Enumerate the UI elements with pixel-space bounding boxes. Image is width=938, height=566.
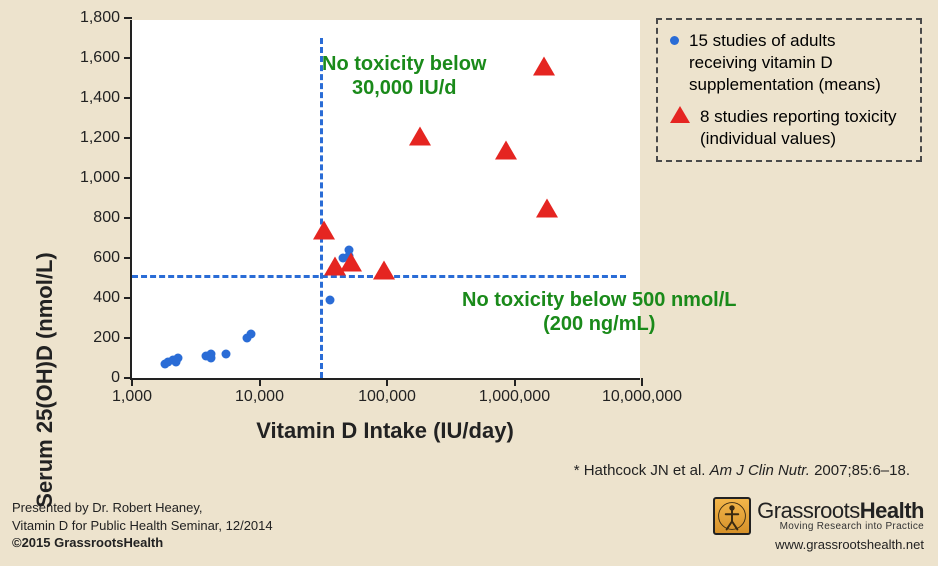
copyright: ©2015 GrassrootsHealth xyxy=(12,534,273,552)
y-tick-label: 1,600 xyxy=(80,49,132,67)
triangle-marker-icon xyxy=(670,106,690,123)
point-toxicity_individual xyxy=(409,127,431,146)
brand-tagline: Moving Research into Practice xyxy=(757,522,924,532)
y-tick-label: 1,800 xyxy=(80,9,132,27)
legend-entry: 8 studies reporting toxicity (individual… xyxy=(670,106,908,150)
scatter-chart: 02004006008001,0001,2001,4001,6001,8001,… xyxy=(130,20,640,380)
point-toxicity_individual xyxy=(313,221,335,240)
y-tick-label: 1,000 xyxy=(80,169,132,187)
circle-marker-icon xyxy=(670,36,679,45)
point-supplementation_means xyxy=(207,350,216,359)
point-toxicity_individual xyxy=(495,141,517,160)
legend-entry: 15 studies of adults receiving vitamin D… xyxy=(670,30,908,96)
brand-logo-icon xyxy=(713,497,751,535)
point-toxicity_individual xyxy=(373,261,395,280)
point-toxicity_individual xyxy=(536,199,558,218)
legend-label: 15 studies of adults receiving vitamin D… xyxy=(689,30,908,96)
citation-suffix: 2007;85:6–18. xyxy=(810,462,910,479)
x-tick-label: 10,000,000 xyxy=(602,378,682,406)
footer-credits: Presented by Dr. Robert Heaney, Vitamin … xyxy=(12,499,273,552)
y-tick-label: 1,200 xyxy=(80,129,132,147)
annotation-right: No toxicity below 500 nmol/L(200 ng/mL) xyxy=(462,288,737,336)
point-supplementation_means xyxy=(222,350,231,359)
presented-line2: Vitamin D for Public Health Seminar, 12/… xyxy=(12,517,273,535)
citation-prefix: * Hathcock JN et al. xyxy=(574,462,710,479)
y-tick-label: 200 xyxy=(93,329,132,347)
y-tick-label: 1,400 xyxy=(80,89,132,107)
y-tick-label: 600 xyxy=(93,249,132,267)
brand-name: GrassrootsHealth xyxy=(757,500,924,522)
citation-journal: Am J Clin Nutr. xyxy=(710,462,810,479)
chart-legend: 15 studies of adults receiving vitamin D… xyxy=(656,18,922,162)
x-tick-label: 1,000,000 xyxy=(479,378,550,406)
legend-label: 8 studies reporting toxicity (individual… xyxy=(700,106,908,150)
point-supplementation_means xyxy=(246,330,255,339)
x-tick-label: 100,000 xyxy=(358,378,416,406)
y-axis-title: Serum 25(OH)D (nmol/L) xyxy=(32,252,58,507)
footer-brand: GrassrootsHealth Moving Research into Pr… xyxy=(713,497,924,552)
point-supplementation_means xyxy=(326,296,335,305)
point-toxicity_individual xyxy=(533,57,555,76)
point-toxicity_individual xyxy=(340,253,362,272)
presented-line1: Presented by Dr. Robert Heaney, xyxy=(12,499,273,517)
y-tick-label: 400 xyxy=(93,289,132,307)
source-citation: * Hathcock JN et al. Am J Clin Nutr. 200… xyxy=(574,462,910,479)
x-tick-label: 10,000 xyxy=(235,378,284,406)
x-tick-label: 1,000 xyxy=(112,378,152,406)
annotation-top: No toxicity below30,000 IU/d xyxy=(322,52,486,100)
brand-url: www.grassrootshealth.net xyxy=(713,537,924,552)
point-supplementation_means xyxy=(174,354,183,363)
y-tick-label: 800 xyxy=(93,209,132,227)
x-axis-title: Vitamin D Intake (IU/day) xyxy=(256,418,514,444)
